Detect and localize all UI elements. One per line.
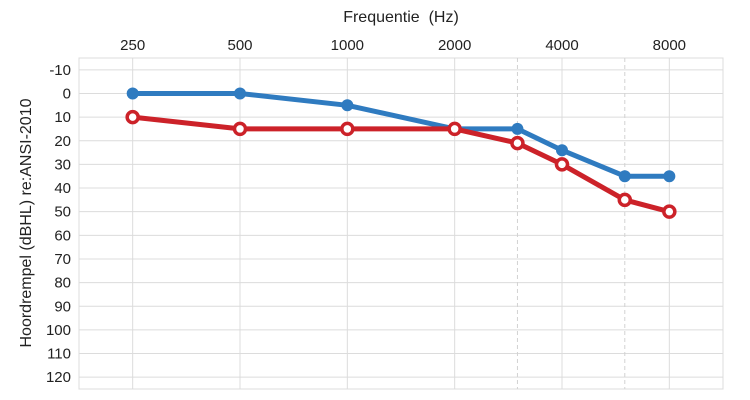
data-point-open [340, 121, 355, 137]
x-tick-label: 250 [120, 37, 145, 54]
data-point [234, 87, 246, 100]
data-point [511, 122, 524, 135]
data-point [341, 99, 354, 112]
y-tick-label: 70 [54, 251, 71, 268]
series-layer [125, 87, 677, 219]
series-line [130, 91, 672, 179]
plot-frame [78, 57, 724, 390]
y-tick-label: -10 [49, 62, 71, 79]
y-tick-label: 40 [54, 180, 71, 197]
data-point-open [662, 204, 677, 219]
series-1 [125, 109, 677, 219]
y-tick-label: 80 [54, 275, 71, 292]
data-point-open [125, 109, 140, 125]
y-tick-label: 110 [47, 346, 71, 363]
y-tick-label: 20 [54, 133, 71, 150]
y-tick-label: 120 [46, 369, 71, 386]
series-line [130, 114, 672, 215]
y-tick-labels: -10 0 10 20 30 40 50 60 70 80 90 100 110 120 [46, 62, 71, 386]
y-axis-title: Hoordrempel (dBHL) re:ANSI-2010 [18, 98, 35, 347]
data-point-open [617, 192, 633, 208]
x-tick-label: 8000 [653, 37, 686, 54]
y-tick-label: 100 [46, 322, 71, 339]
data-point-open [510, 135, 525, 151]
data-point [556, 144, 568, 157]
data-point [663, 170, 676, 183]
y-tick-label: 0 [63, 85, 71, 102]
y-tick-label: 60 [54, 227, 71, 244]
series-0 [126, 87, 676, 183]
x-tick-label: 2000 [438, 37, 471, 54]
data-point [126, 87, 139, 100]
data-point-open [447, 121, 462, 137]
x-tick-labels: 250 500 1000 2000 4000 8000 [120, 37, 686, 54]
y-tick-label: 10 [54, 109, 71, 126]
y-tick-label: 90 [54, 298, 71, 315]
data-point [618, 170, 631, 183]
data-point-open [554, 157, 570, 172]
grid [78, 57, 724, 390]
data-point-open [232, 121, 248, 137]
x-tick-label: 4000 [545, 37, 578, 54]
x-tick-label: 1000 [331, 37, 364, 54]
y-tick-label: 50 [54, 204, 71, 221]
x-tick-label: 500 [227, 37, 252, 54]
x-axis-title: Frequentie (Hz) [343, 9, 459, 26]
y-tick-label: 30 [54, 156, 71, 173]
